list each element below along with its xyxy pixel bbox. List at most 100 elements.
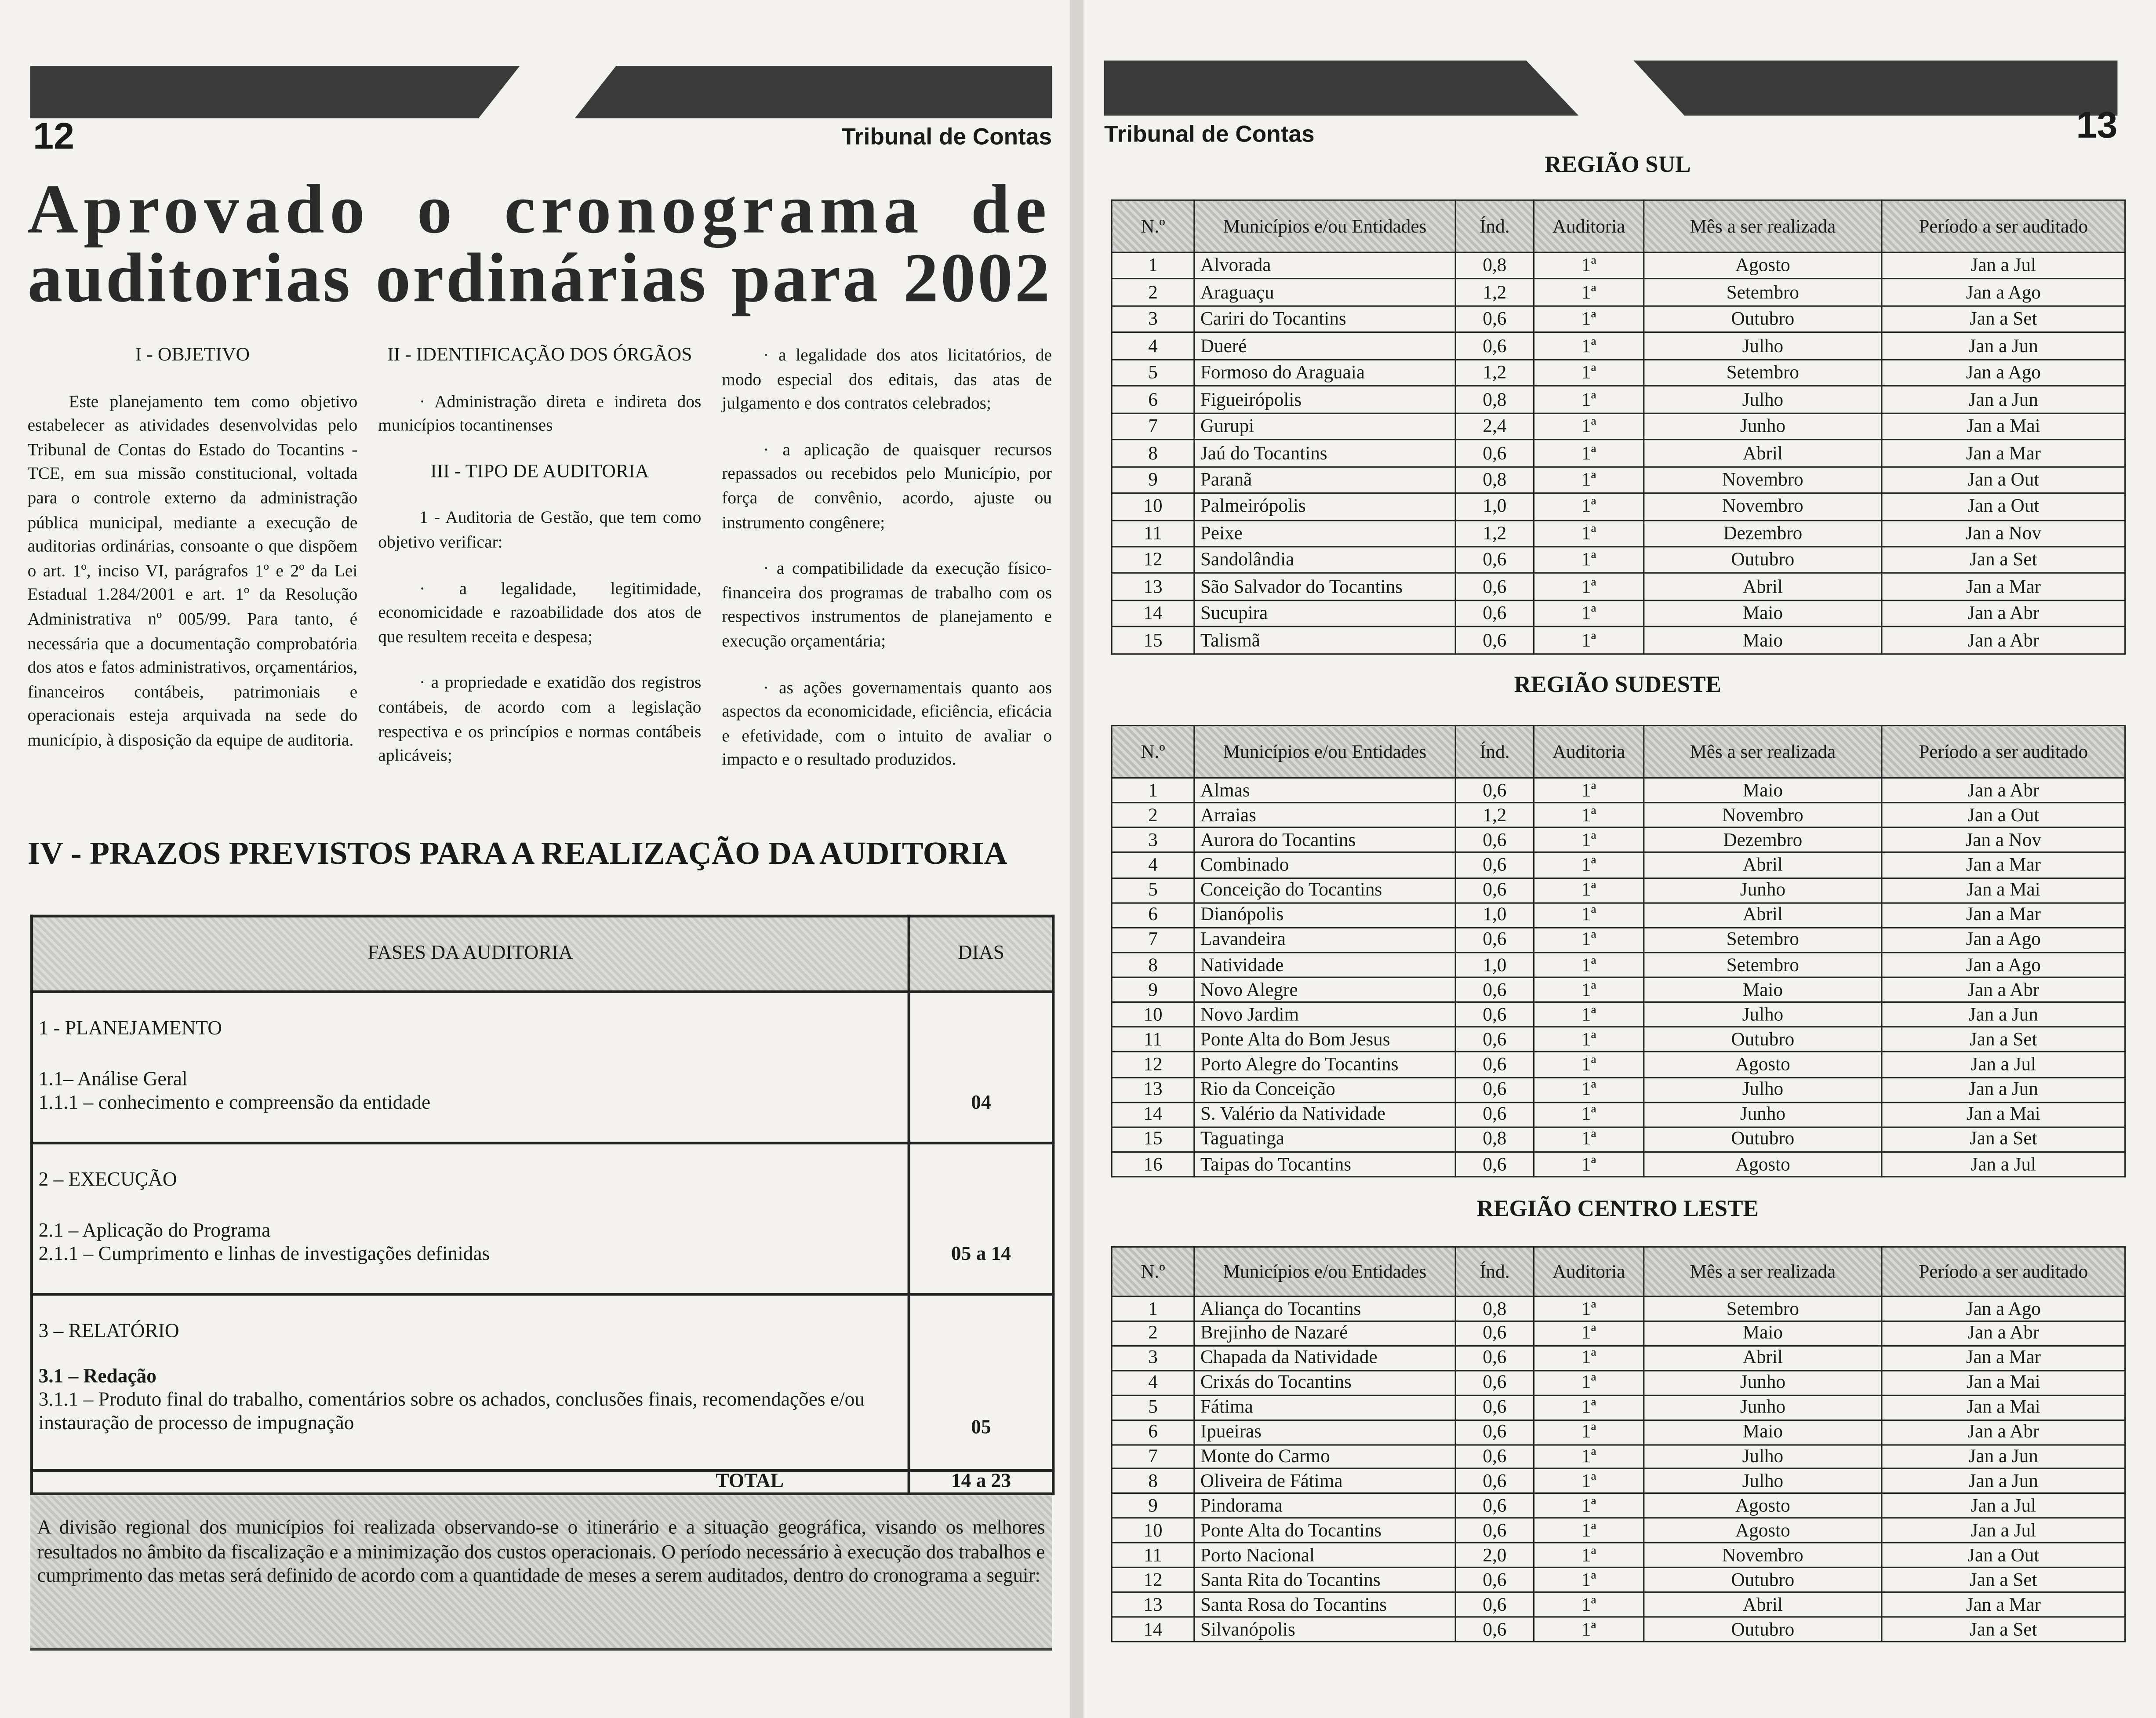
table-cell: Jan a Set bbox=[1881, 546, 2126, 575]
table-row: 13 São Salvador do Tocantins 0,6 1ª Abril Jan… bbox=[1111, 572, 2126, 601]
table-row: 5 Formoso do Araguaia 1,2 1ª Setembro Jan a A… bbox=[1111, 359, 2126, 387]
table-row: 14 Silvanópolis 0,6 1ª Outubro Jan a Set bbox=[1111, 1616, 2126, 1642]
table-row: 1 Aliança do Tocantins 0,8 1ª Setembro Jan a … bbox=[1111, 1296, 2126, 1322]
table-cell: 5 bbox=[1111, 877, 1195, 903]
table-cell: Novembro bbox=[1643, 1542, 1883, 1569]
table-cell: 1ª bbox=[1533, 1394, 1645, 1420]
table-cell: Setembro bbox=[1643, 359, 1883, 387]
phase-row: 3 – RELATÓRIO 3.1 – Redação 3.1.1 – Prod… bbox=[30, 1293, 1055, 1472]
table-cell: S. Valério da Natividade bbox=[1193, 1101, 1456, 1128]
table-cell: 2 bbox=[1111, 278, 1195, 307]
table-cell: 8 bbox=[1111, 1468, 1195, 1495]
table-cell: Jan a Jul bbox=[1881, 251, 2126, 280]
paragraph: 1 - Auditoria de Gestão, que tem como ob… bbox=[378, 508, 702, 552]
table-cell: 3 bbox=[1111, 1345, 1195, 1371]
table-row: 3 Cariri do Tocantins 0,6 1ª Outubro Jan a Se… bbox=[1111, 305, 2126, 334]
table-cell: 1ª bbox=[1533, 1443, 1645, 1470]
paragraph: · as ações governamentais quanto aos asp… bbox=[722, 677, 1052, 770]
table-cell: 9 bbox=[1111, 1493, 1195, 1519]
table-cell: Jan a Ago bbox=[1881, 278, 2126, 307]
table-cell: 1ª bbox=[1533, 626, 1645, 655]
table-cell: 0,6 bbox=[1454, 927, 1535, 953]
phase-line: 2.1.1 – Cumprimento e linhas de investig… bbox=[38, 1243, 490, 1266]
table-cell: Crixás do Tocantins bbox=[1193, 1369, 1456, 1396]
header-cell: N.º bbox=[1111, 1246, 1195, 1297]
table-row: 1 Almas 0,6 1ª Maio Jan a Abr bbox=[1111, 777, 2126, 804]
section-heading: I - OBJETIVO bbox=[135, 345, 250, 366]
table-cell: 1ª bbox=[1533, 359, 1645, 387]
table-row: 10 Ponte Alta do Tocantins 0,6 1ª Agosto Jan … bbox=[1111, 1518, 2126, 1544]
table-cell: Gurupi bbox=[1193, 412, 1456, 440]
table-cell: Jan a Jun bbox=[1881, 1001, 2126, 1028]
header-row: N.º Municípios e/ou Entidades Índ. Auditori… bbox=[1111, 1246, 2126, 1297]
table-cell: 0,8 bbox=[1454, 1296, 1535, 1322]
phase-cell: 1 - PLANEJAMENTO 1.1– Análise Geral 1.1.… bbox=[30, 990, 910, 1145]
table-cell: 1ª bbox=[1533, 1616, 1645, 1642]
table-cell: 12 bbox=[1111, 1567, 1195, 1593]
table-cell: Jan a Set bbox=[1881, 1616, 2126, 1642]
table-cell: Setembro bbox=[1643, 951, 1883, 978]
table-cell: 1 bbox=[1111, 777, 1195, 804]
table-cell: Jan a Mar bbox=[1881, 1591, 2126, 1618]
table-row: 7 Monte do Carmo 0,6 1ª Julho Jan a Jun bbox=[1111, 1443, 2126, 1470]
phase-line: 1.1– Análise Geral bbox=[38, 1069, 188, 1091]
table-cell: 1 bbox=[1111, 1296, 1195, 1322]
header-cell: Mês a ser realizada bbox=[1643, 724, 1883, 779]
paragraph: · a legalidade dos atos licitatórios, de… bbox=[722, 345, 1052, 413]
table-row: 2 Brejinho de Nazaré 0,6 1ª Maio Jan a Abr bbox=[1111, 1320, 2126, 1347]
header-cell: FASES DA AUDITORIA bbox=[30, 914, 910, 994]
table-cell: Sucupira bbox=[1193, 599, 1456, 628]
table-cell: Taguatinga bbox=[1193, 1126, 1456, 1153]
table-cell: Jan a Ago bbox=[1881, 951, 2126, 978]
table-cell: Agosto bbox=[1643, 1518, 1883, 1544]
table-row: 4 Dueré 0,6 1ª Julho Jan a Jun bbox=[1111, 332, 2126, 360]
table-cell: Brejinho de Nazaré bbox=[1193, 1320, 1456, 1347]
table-cell: Jan a Mai bbox=[1881, 1101, 2126, 1128]
header-cell: Índ. bbox=[1454, 724, 1535, 779]
table-cell: 1,2 bbox=[1454, 519, 1535, 548]
table-cell: 0,6 bbox=[1454, 976, 1535, 1003]
table-cell: 1ª bbox=[1533, 1567, 1645, 1593]
running-header: Tribunal de Contas bbox=[1104, 121, 1315, 147]
table-cell: Arraias bbox=[1193, 802, 1456, 829]
table-cell: 4 bbox=[1111, 1369, 1195, 1396]
table-cell: 1ª bbox=[1533, 305, 1645, 334]
table-cell: 0,6 bbox=[1454, 332, 1535, 360]
table-cell: Jan a Abr bbox=[1881, 1419, 2126, 1445]
table-cell: 1ª bbox=[1533, 546, 1645, 575]
table-row: 7 Gurupi 2,4 1ª Junho Jan a Mai bbox=[1111, 412, 2126, 440]
table-cell: Jan a Mar bbox=[1881, 439, 2126, 467]
region-title: REGIÃO SUDESTE bbox=[1514, 671, 1722, 698]
table-cell: 16 bbox=[1111, 1151, 1195, 1178]
page-number: 13 bbox=[2076, 104, 2118, 146]
table-cell: Novembro bbox=[1643, 492, 1883, 521]
table-row: 1 Alvorada 0,8 1ª Agosto Jan a Jul bbox=[1111, 251, 2126, 280]
table-cell: 0,6 bbox=[1454, 1320, 1535, 1347]
table-cell: Abril bbox=[1643, 572, 1883, 601]
phase-cell: 2 – EXECUÇÃO 2.1 – Aplicação do Programa… bbox=[30, 1141, 910, 1296]
table-cell: Jan a Jun bbox=[1881, 1076, 2126, 1103]
table-cell: Sandolândia bbox=[1193, 546, 1456, 575]
table-cell: Agosto bbox=[1643, 1051, 1883, 1078]
table-cell: 0,6 bbox=[1454, 1101, 1535, 1128]
table-cell: 3 bbox=[1111, 305, 1195, 334]
table-cell: Jan a Mai bbox=[1881, 412, 2126, 440]
table-cell: 1ª bbox=[1533, 332, 1645, 360]
table-cell: Jan a Out bbox=[1881, 492, 2126, 521]
table-cell: Jan a Out bbox=[1881, 466, 2126, 494]
paragraph: · Administração direta e indireta dos mu… bbox=[378, 391, 702, 435]
table-cell: 12 bbox=[1111, 1051, 1195, 1078]
table-cell: Natividade bbox=[1193, 951, 1456, 978]
table-cell: Outubro bbox=[1643, 1567, 1883, 1593]
table-cell: 1ª bbox=[1533, 951, 1645, 978]
table-cell: Jan a Jul bbox=[1881, 1051, 2126, 1078]
table-cell: 9 bbox=[1111, 466, 1195, 494]
table-cell: 1ª bbox=[1533, 599, 1645, 628]
phase-cell: 3 – RELATÓRIO 3.1 – Redação 3.1.1 – Prod… bbox=[30, 1293, 910, 1472]
table-cell: Maio bbox=[1643, 1419, 1883, 1445]
table-cell: Rio da Conceição bbox=[1193, 1076, 1456, 1103]
total-label: TOTAL bbox=[30, 1469, 910, 1496]
table-row: 8 Jaú do Tocantins 0,6 1ª Abril Jan a Mar bbox=[1111, 439, 2126, 467]
header-cell: Municípios e/ou Entidades bbox=[1193, 724, 1456, 779]
table-cell: 1ª bbox=[1533, 827, 1645, 854]
